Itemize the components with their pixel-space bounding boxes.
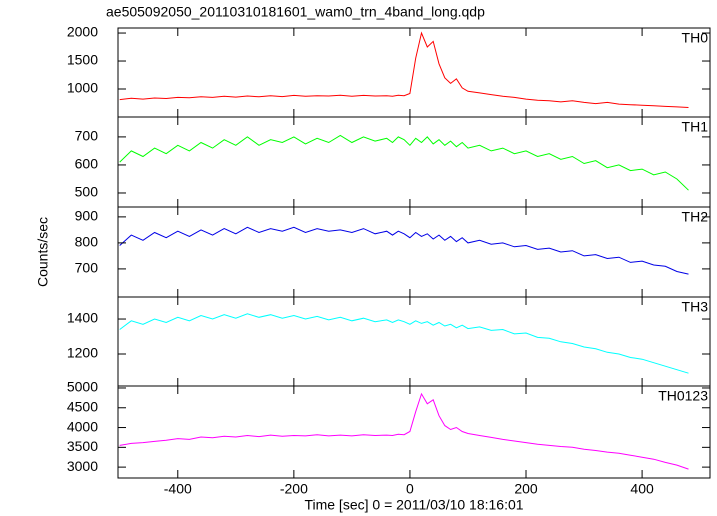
x-tick-label: -400 (164, 481, 192, 497)
x-tick-label: 400 (630, 481, 654, 497)
light-curve (119, 313, 689, 374)
y-tick-label: 1500 (67, 52, 98, 68)
x-axis-label: Time [sec] 0 = 2011/03/10 18:16:01 (304, 497, 523, 513)
y-tick-label: 1400 (67, 310, 98, 326)
x-tick-label: 0 (406, 481, 414, 497)
panel-label: TH1 (682, 119, 709, 135)
light-curve (119, 134, 689, 191)
panel-label: TH2 (682, 209, 709, 225)
y-tick-label: 2000 (67, 24, 98, 40)
y-tick-label: 5000 (67, 379, 98, 395)
y-tick-label: 800 (75, 234, 99, 250)
y-tick-label: 1200 (67, 345, 98, 361)
y-tick-label: 700 (75, 128, 99, 144)
light-curve (119, 392, 689, 470)
panel-frame (117, 296, 711, 387)
panel-frame (117, 385, 711, 479)
chart-title: ae505092050_20110310181601_wam0_trn_4ban… (106, 4, 485, 20)
panel-label: TH0123 (658, 388, 708, 404)
y-tick-label: 900 (75, 208, 99, 224)
y-tick-label: 4000 (67, 418, 98, 434)
y-tick-label: 4500 (67, 398, 98, 414)
x-tick-label: -200 (280, 481, 308, 497)
y-tick-label: 3000 (67, 458, 98, 474)
panel-label: TH3 (682, 299, 709, 315)
panel-frame (117, 116, 711, 208)
panel-frame (117, 206, 711, 298)
panel-frame (117, 27, 711, 118)
x-tick-label: 200 (514, 481, 538, 497)
y-tick-label: 1000 (67, 80, 98, 96)
y-tick-label: 3500 (67, 438, 98, 454)
panel-label: TH0 (682, 30, 709, 46)
y-tick-label: 600 (75, 156, 99, 172)
light-curve (119, 226, 689, 275)
y-axis-label: Counts/sec (35, 217, 51, 287)
light-curve (119, 31, 689, 108)
y-tick-label: 500 (75, 184, 99, 200)
y-tick-label: 700 (75, 260, 99, 276)
